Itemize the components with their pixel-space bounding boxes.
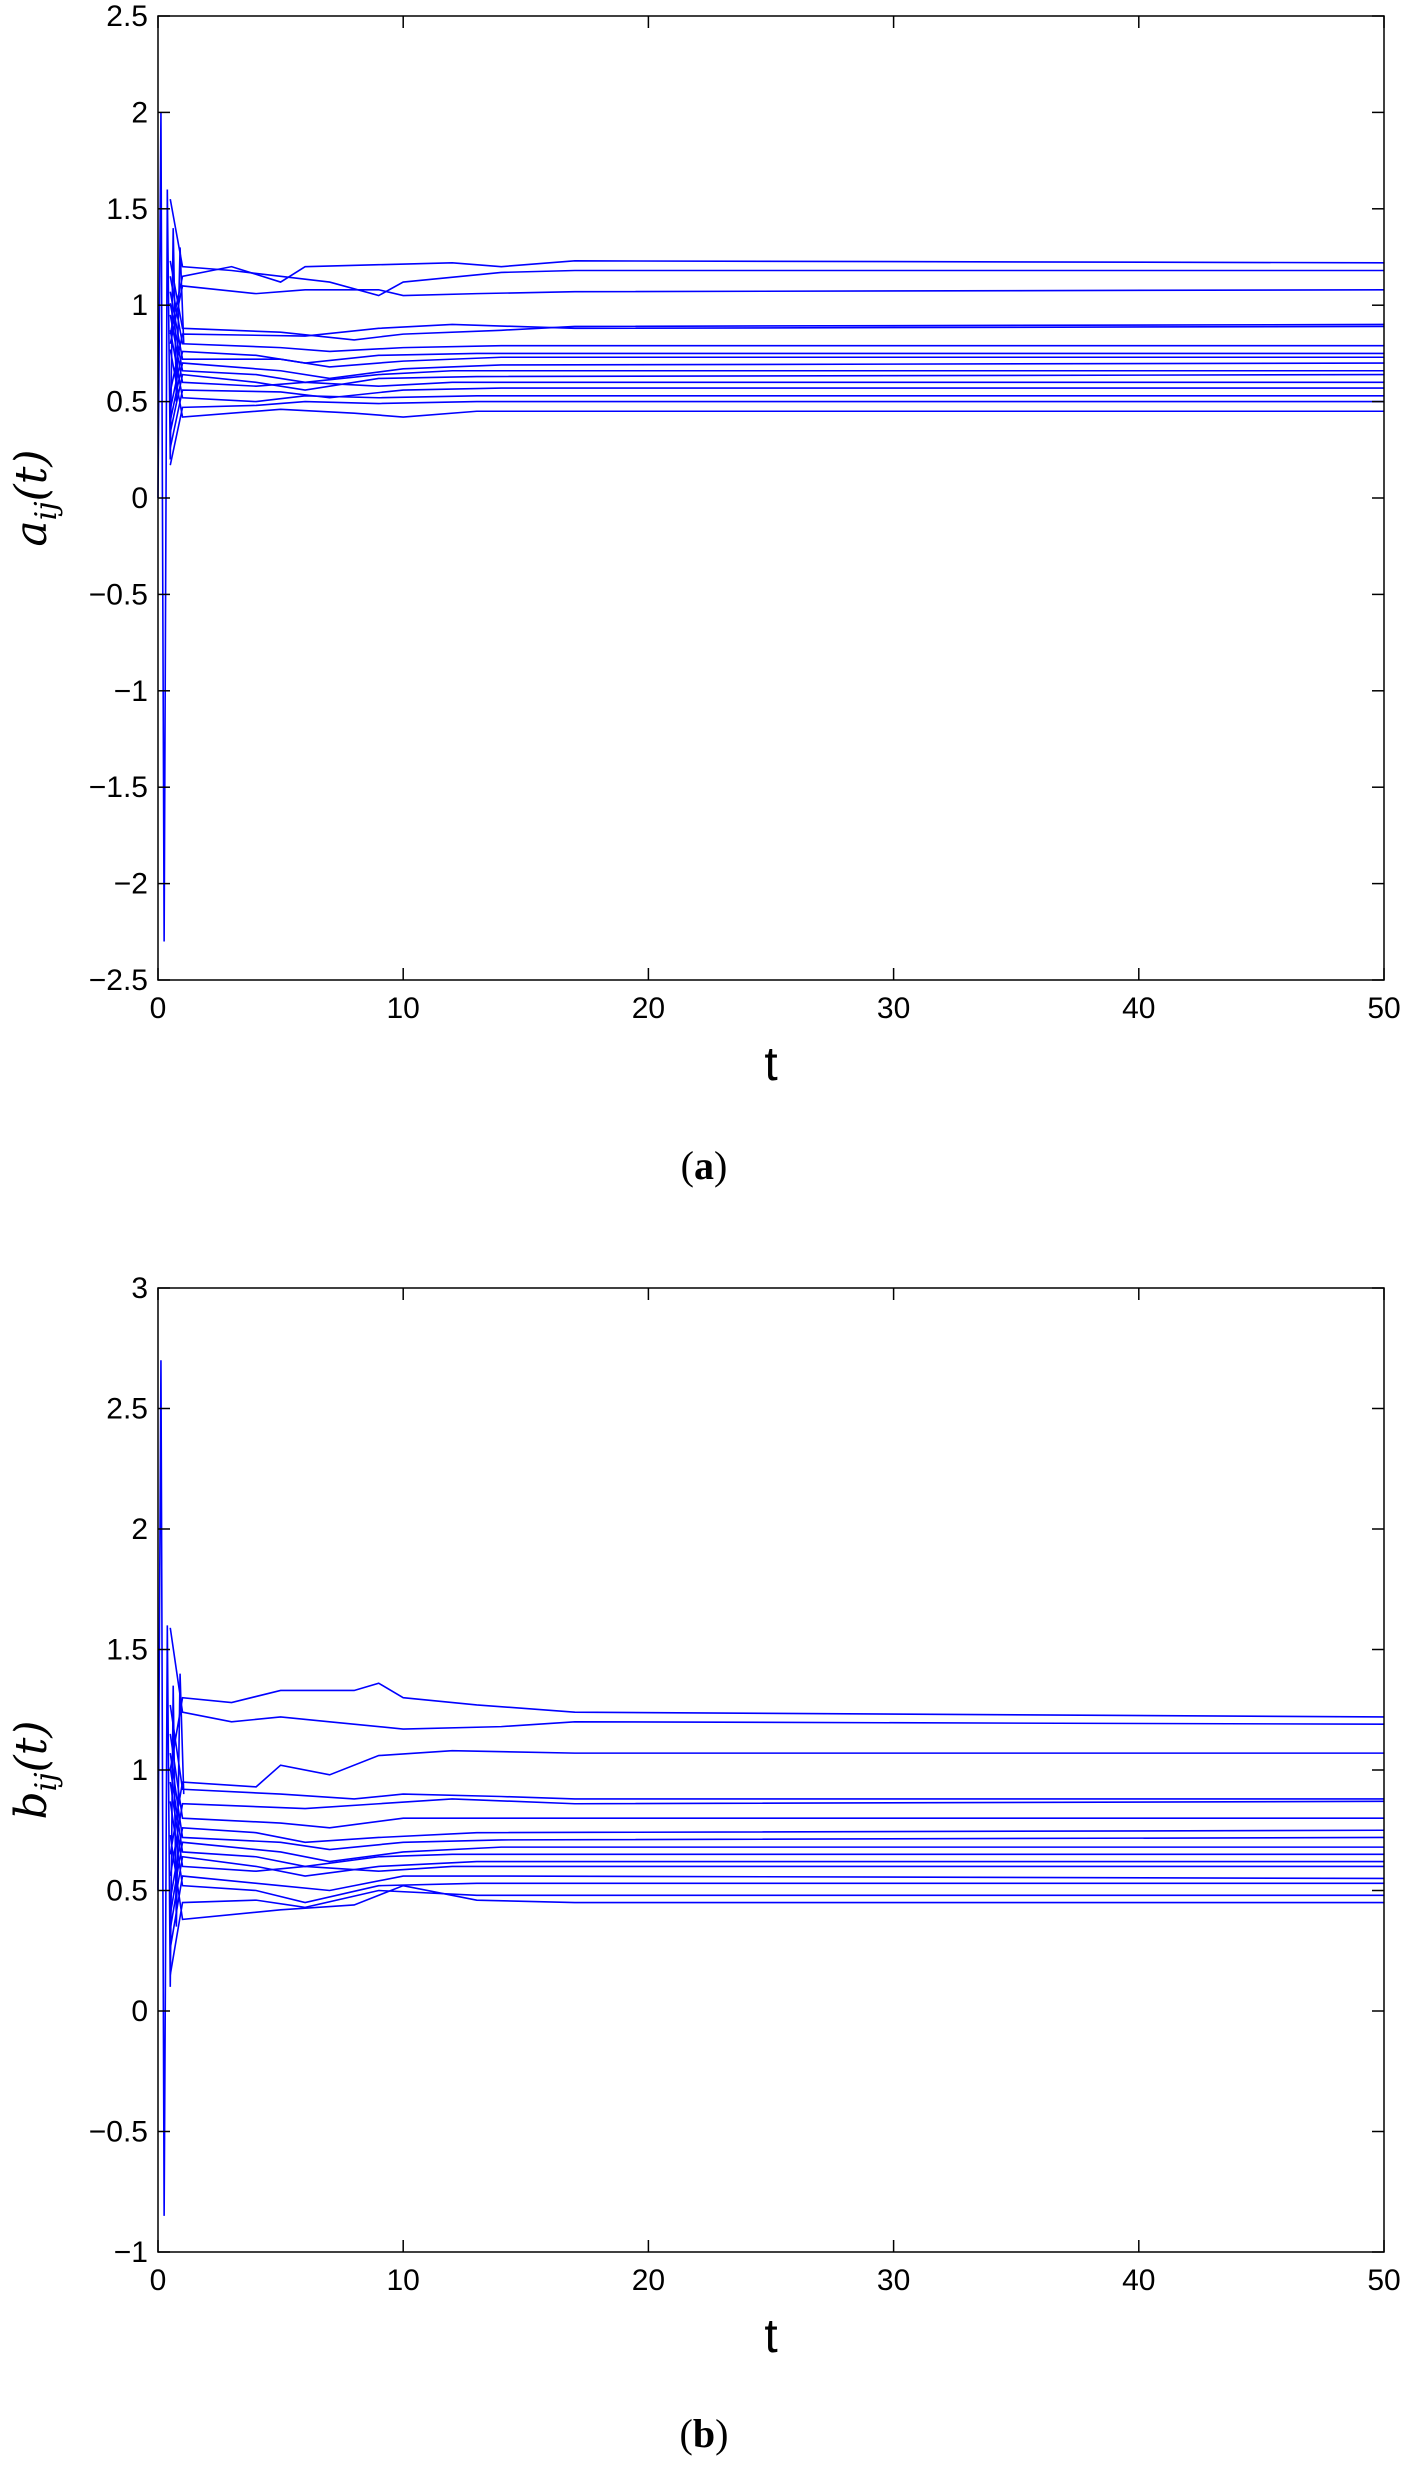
- chart1-xtick-label-4: 40: [1122, 2264, 1155, 2297]
- chart1-xtick-label-5: 50: [1367, 2264, 1400, 2297]
- chart0-ylabel-base: a: [6, 520, 57, 546]
- chart1-ytick-label-7: 2.5: [106, 1393, 148, 1426]
- chart0-xtick-label-2: 20: [632, 992, 665, 1025]
- chart0-series-line-8: [169, 362, 1385, 422]
- chart1-series-line-11: [169, 1781, 1384, 1873]
- chart-b: 0 10 20 30 40 50 −1 −0.5 0 0.5 1 1.5 2 2.5 3 t bij(t): [6, 1272, 1401, 2363]
- chart1-series-line-1: [169, 1627, 1385, 1730]
- chart0-series-line-12: [169, 387, 1384, 449]
- chart0-series-line-3: [169, 260, 1385, 341]
- chart1-xtick-label-1: 10: [387, 2264, 420, 2297]
- chart0-series-line-7: [169, 291, 1384, 368]
- chart0-series-line-11: [169, 314, 1384, 387]
- chart1-series-group: [157, 1360, 1385, 2216]
- chart0-ytick-label-6: 0.5: [106, 386, 148, 419]
- panel-b: 0 10 20 30 40 50 −1 −0.5 0 0.5 1 1.5 2 2.5 3 t bij(t) (b…: [0, 1270, 1408, 2468]
- chart0-series-line-13: [169, 330, 1384, 403]
- chart1-ylabel-arg: (t): [6, 1720, 57, 1772]
- chart0-ylabel-sub: ij: [29, 501, 64, 520]
- chart1-xlabel: t: [764, 2310, 777, 2363]
- chart1-series-line-7: [169, 1753, 1385, 1851]
- chart0-xtick-label-3: 30: [877, 992, 910, 1025]
- chart0-series-line-2: [169, 285, 1385, 344]
- chart1-ytick-label-4: 1: [131, 1754, 148, 1787]
- chart0-ytick-label-8: 1.5: [106, 193, 148, 226]
- chart1-series-line-12: [169, 1875, 1385, 1949]
- chart0-xtick-label-0: 0: [150, 992, 167, 1025]
- chart1-series-line-9: [169, 1767, 1384, 1868]
- chart1-series-line-2: [169, 1749, 1384, 1855]
- chart0-ytick-label-9: 2: [131, 96, 148, 129]
- chart0-transient-line: [157, 112, 185, 942]
- chart1-ylabel: bij(t): [6, 1720, 64, 1819]
- chart1-xtick-label-0: 0: [150, 2264, 167, 2297]
- chart0-series-line-4: [169, 323, 1385, 393]
- chart1-series-line-4: [169, 1798, 1385, 1877]
- chart0-xlabel: t: [764, 1038, 777, 1091]
- chart0-xtick-label-4: 40: [1122, 992, 1155, 1025]
- chart1-xtick-label-2: 20: [632, 2264, 665, 2297]
- chart0-ytick-label-5: 0: [131, 482, 148, 515]
- chart0-series-line-15: [169, 349, 1384, 418]
- chart1-ytick-label-3: 0.5: [106, 1875, 148, 1908]
- chart0-xtick-label-1: 10: [387, 992, 420, 1025]
- chart0-series-line-9: [169, 303, 1384, 384]
- chart1-transient-line: [157, 1360, 185, 2216]
- chart1-ylabel-sub: ij: [29, 1772, 64, 1791]
- chart1-series-line-0: [169, 1682, 1385, 1771]
- chart1-series-line-13: [169, 1801, 1384, 1904]
- chart0-ytick-label-10: 2.5: [106, 0, 148, 33]
- chart1-ytick-label-6: 2: [131, 1513, 148, 1546]
- chart1-series-line-15: [169, 1834, 1384, 1921]
- chart1-series-line-6: [169, 1826, 1385, 1901]
- chart0-ytick-label-1: −2: [114, 868, 148, 901]
- caption-a: (a): [680, 1143, 728, 1188]
- chart0-ytick-label-4: −0.5: [89, 578, 148, 611]
- chart0-ytick-label-3: −1: [114, 675, 148, 708]
- chart0-series-group: [157, 112, 1385, 942]
- chart0-series-line-14: [169, 400, 1384, 466]
- chart0-xtick-label-5: 50: [1367, 992, 1400, 1025]
- chart0-ylabel: aij(t): [6, 449, 64, 546]
- chart1-ytick-label-8: 3: [131, 1272, 148, 1305]
- chart1-series-line-8: [169, 1841, 1384, 1915]
- chart1-series-line-14: [169, 1889, 1384, 1975]
- chart1-xtick-label-3: 30: [877, 2264, 910, 2297]
- chart0-series-line-6: [169, 350, 1384, 410]
- chart1-series-line-3: [169, 1704, 1384, 1800]
- chart0-ytick-label-2: −1.5: [89, 771, 148, 804]
- chart1-series-line-10: [169, 1855, 1384, 1930]
- chart1-series-line-5: [169, 1733, 1384, 1829]
- chart0-ylabel-arg: (t): [6, 449, 57, 501]
- chart0-series-line-0: [169, 260, 1385, 335]
- chart0-series-line-10: [169, 373, 1385, 433]
- chart1-ytick-label-0: −1: [114, 2236, 148, 2269]
- chart1-ytick-label-5: 1.5: [106, 1634, 148, 1667]
- chart0-series-line-5: [169, 276, 1384, 353]
- chart1-ytick-label-1: −0.5: [89, 2116, 148, 2149]
- caption-a-label: a: [694, 1143, 714, 1188]
- panel-a: 0 10 20 30 40 50 −2.5 −2 −1.5 −1 −0.5 0 0.5 1 1.5 2 2.5 t…: [6, 0, 1401, 1188]
- chart0-axes-frame: [157, 15, 1385, 981]
- chart0-ytick-label-0: −2.5: [89, 964, 148, 997]
- caption-b-label: b: [692, 2411, 716, 2456]
- chart0-series-line-1: [169, 199, 1384, 297]
- chart1-ytick-label-2: 0: [131, 1995, 148, 2028]
- chart0-ytick-label-7: 1: [131, 289, 148, 322]
- caption-b: (b): [679, 2411, 729, 2456]
- chart1-ylabel-base: b: [6, 1791, 57, 1819]
- chart-a: 0 10 20 30 40 50 −2.5 −2 −1.5 −1 −0.5 0 0.5 1 1.5 2 2.5 t…: [6, 0, 1401, 1091]
